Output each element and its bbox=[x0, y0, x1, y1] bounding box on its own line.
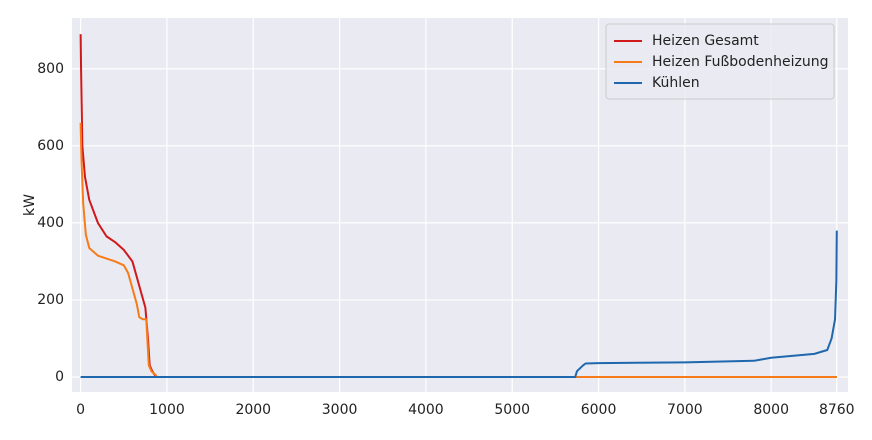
legend-label: Kühlen bbox=[652, 75, 700, 91]
x-tick-label: 5000 bbox=[494, 402, 530, 418]
y-tick-label: 0 bbox=[55, 369, 64, 385]
x-tick-label: 4000 bbox=[408, 402, 444, 418]
x-tick-label: 2000 bbox=[235, 402, 271, 418]
legend-label: Heizen Fußbodenheizung bbox=[652, 54, 828, 70]
x-tick-label: 6000 bbox=[581, 402, 617, 418]
series-line bbox=[80, 230, 838, 378]
x-tick-label: 8000 bbox=[753, 402, 789, 418]
y-tick-label: 200 bbox=[37, 292, 64, 308]
x-tick-label: 1000 bbox=[149, 402, 185, 418]
x-tick-label: 0 bbox=[76, 402, 85, 418]
y-tick-label: 400 bbox=[37, 215, 64, 231]
y-tick-label: 800 bbox=[37, 61, 64, 77]
x-tick-label: 7000 bbox=[667, 402, 703, 418]
y-tick-label: 600 bbox=[37, 138, 64, 154]
x-tick-label: 3000 bbox=[322, 402, 358, 418]
y-axis-label: kW bbox=[22, 194, 38, 216]
x-tick-label: 8760 bbox=[819, 402, 855, 418]
legend-box bbox=[605, 23, 835, 100]
legend-label: Heizen Gesamt bbox=[652, 33, 759, 49]
series-line bbox=[79, 122, 837, 378]
